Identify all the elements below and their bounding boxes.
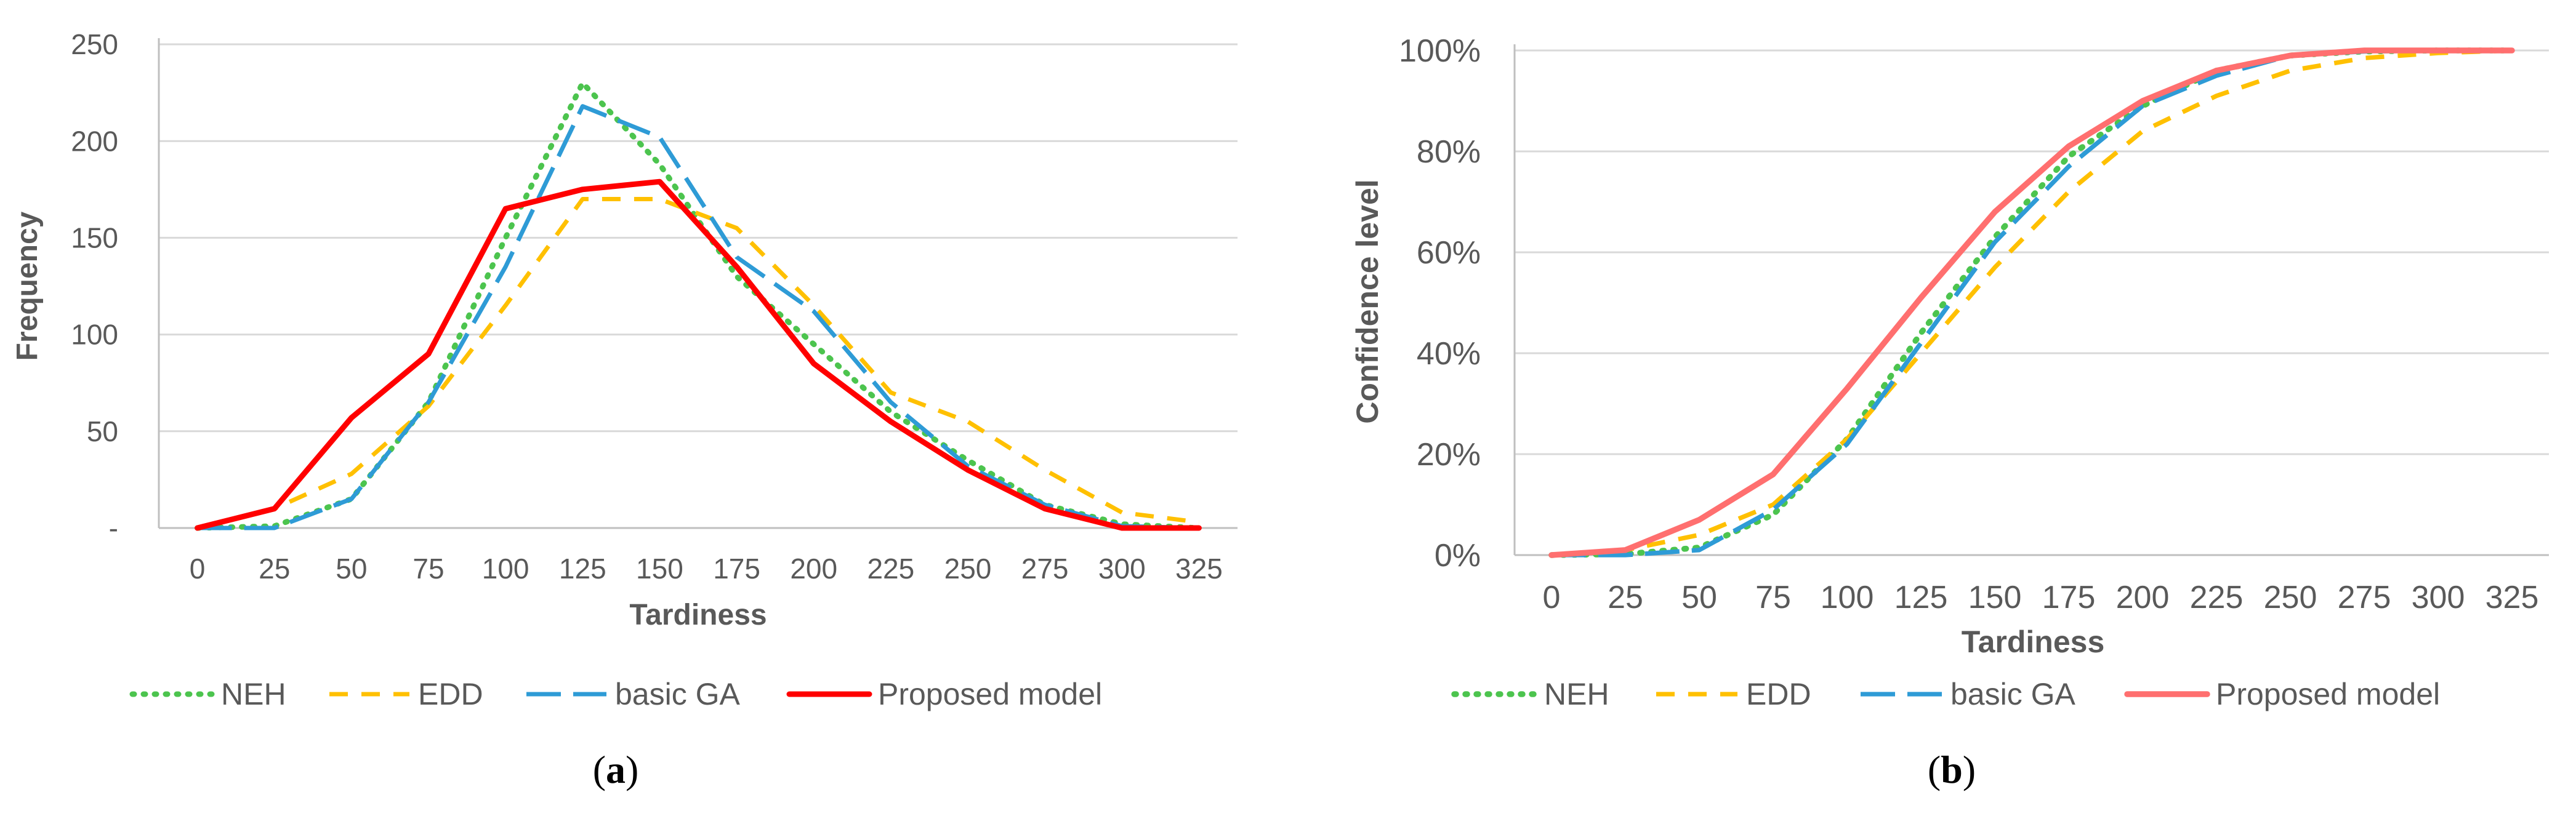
y-tick-label-80: 80%: [1417, 134, 1481, 170]
caption-open-paren: (: [1928, 748, 1941, 791]
legend-label-edd: EDD: [418, 677, 483, 711]
x-tick-label-250: 250: [944, 553, 992, 585]
y-tick-label-40: 40%: [1417, 336, 1481, 372]
caption-letter: b: [1941, 748, 1963, 791]
legend-label-basic-ga: basic GA: [615, 677, 741, 711]
y-tick-label-50: 50: [87, 415, 118, 447]
x-axis-title: Tardiness: [629, 599, 767, 631]
legend-item-edd: EDD: [1656, 677, 1811, 711]
series-line-neh: [195, 80, 1202, 531]
x-tick-label-125: 125: [1894, 580, 1948, 615]
legend-label-neh: NEH: [1544, 677, 1609, 711]
x-tick-label-0: 0: [1543, 580, 1561, 615]
x-tick-label-75: 75: [413, 553, 444, 585]
series-line-neh: [1548, 47, 2515, 558]
legend-label-basic-ga: basic GA: [1950, 677, 2076, 711]
legend-item-neh: NEH: [1451, 677, 1609, 711]
legend-item-neh: NEH: [129, 677, 286, 711]
legend-item-basic-ga: basic GA: [1861, 677, 2076, 711]
legend-item-edd: EDD: [329, 677, 483, 711]
caption-close-paren: ): [626, 748, 638, 791]
x-tick-label-150: 150: [636, 553, 683, 585]
y-tick-label-60: 60%: [1417, 235, 1481, 271]
y-tick-label-0: -: [109, 512, 118, 544]
x-tick-label-275: 275: [2338, 580, 2391, 615]
x-tick-label-0: 0: [190, 553, 206, 585]
panel-caption: (b): [1928, 748, 1976, 791]
legend-label-proposed-model: Proposed model: [878, 677, 1102, 711]
x-axis-title: Tardiness: [1962, 625, 2105, 659]
x-tick-label-50: 50: [336, 553, 367, 585]
x-tick-label-200: 200: [2116, 580, 2170, 615]
x-tick-label-100: 100: [1821, 580, 1874, 615]
x-tick-label-100: 100: [482, 553, 529, 585]
series-line-edd: [1551, 48, 2513, 558]
x-tick-label-175: 175: [2042, 580, 2096, 615]
legend-item-basic-ga: basic GA: [526, 677, 741, 711]
x-tick-label-275: 275: [1021, 553, 1069, 585]
x-tick-label-225: 225: [2190, 580, 2244, 615]
x-tick-label-200: 200: [790, 553, 837, 585]
caption-open-paren: (: [593, 748, 606, 791]
y-tick-label-150: 150: [71, 222, 118, 254]
y-axis-title: Confidence level: [1350, 179, 1385, 423]
y-tick-label-100: 100: [71, 319, 118, 351]
y-tick-label-200: 200: [71, 125, 118, 157]
series-line-basic-ga: [197, 104, 1199, 530]
y-tick-label-20: 20%: [1417, 437, 1481, 473]
y-axis-title: Frequency: [11, 211, 44, 361]
x-tick-label-25: 25: [1608, 580, 1643, 615]
legend-label-edd: EDD: [1746, 677, 1811, 711]
x-tick-label-175: 175: [713, 553, 760, 585]
legend-label-neh: NEH: [221, 677, 286, 711]
x-tick-label-250: 250: [2264, 580, 2317, 615]
x-tick-label-75: 75: [1755, 580, 1791, 615]
y-tick-label-250: 250: [71, 28, 118, 60]
caption-close-paren: ): [1963, 748, 1976, 791]
x-tick-label-325: 325: [2485, 580, 2539, 615]
x-tick-label-300: 300: [2412, 580, 2465, 615]
x-tick-label-25: 25: [259, 553, 290, 585]
legend-item-proposed-model: Proposed model: [786, 677, 1102, 711]
series-line-proposed-model: [195, 178, 1202, 531]
y-tick-label-100: 100%: [1399, 33, 1481, 69]
x-tick-label-225: 225: [867, 553, 914, 585]
legend-item-proposed-model: Proposed model: [2124, 677, 2440, 711]
chart-b-confidence-level: 0% 20% 40% 60% 80% 100% 0 25 50 75 100 125 150 175 200…: [1350, 33, 2549, 791]
legend-label-proposed-model: Proposed model: [2216, 677, 2440, 711]
x-tick-label-150: 150: [1968, 580, 2022, 615]
series-line-proposed-model: [1548, 47, 2515, 558]
panel-caption: (a): [593, 748, 639, 791]
x-tick-label-50: 50: [1681, 580, 1717, 615]
caption-letter: a: [606, 748, 626, 791]
y-tick-label-0: 0%: [1435, 538, 1481, 574]
x-tick-label-300: 300: [1098, 553, 1146, 585]
x-tick-label-125: 125: [559, 553, 606, 585]
series-line-basic-ga: [1552, 48, 2512, 558]
series-line-edd: [196, 197, 1199, 530]
x-tick-label-325: 325: [1175, 553, 1223, 585]
chart-a-frequency: - 50 100 150 200 250 0 25 50 75 100 125 150 175 200 225…: [11, 28, 1238, 791]
